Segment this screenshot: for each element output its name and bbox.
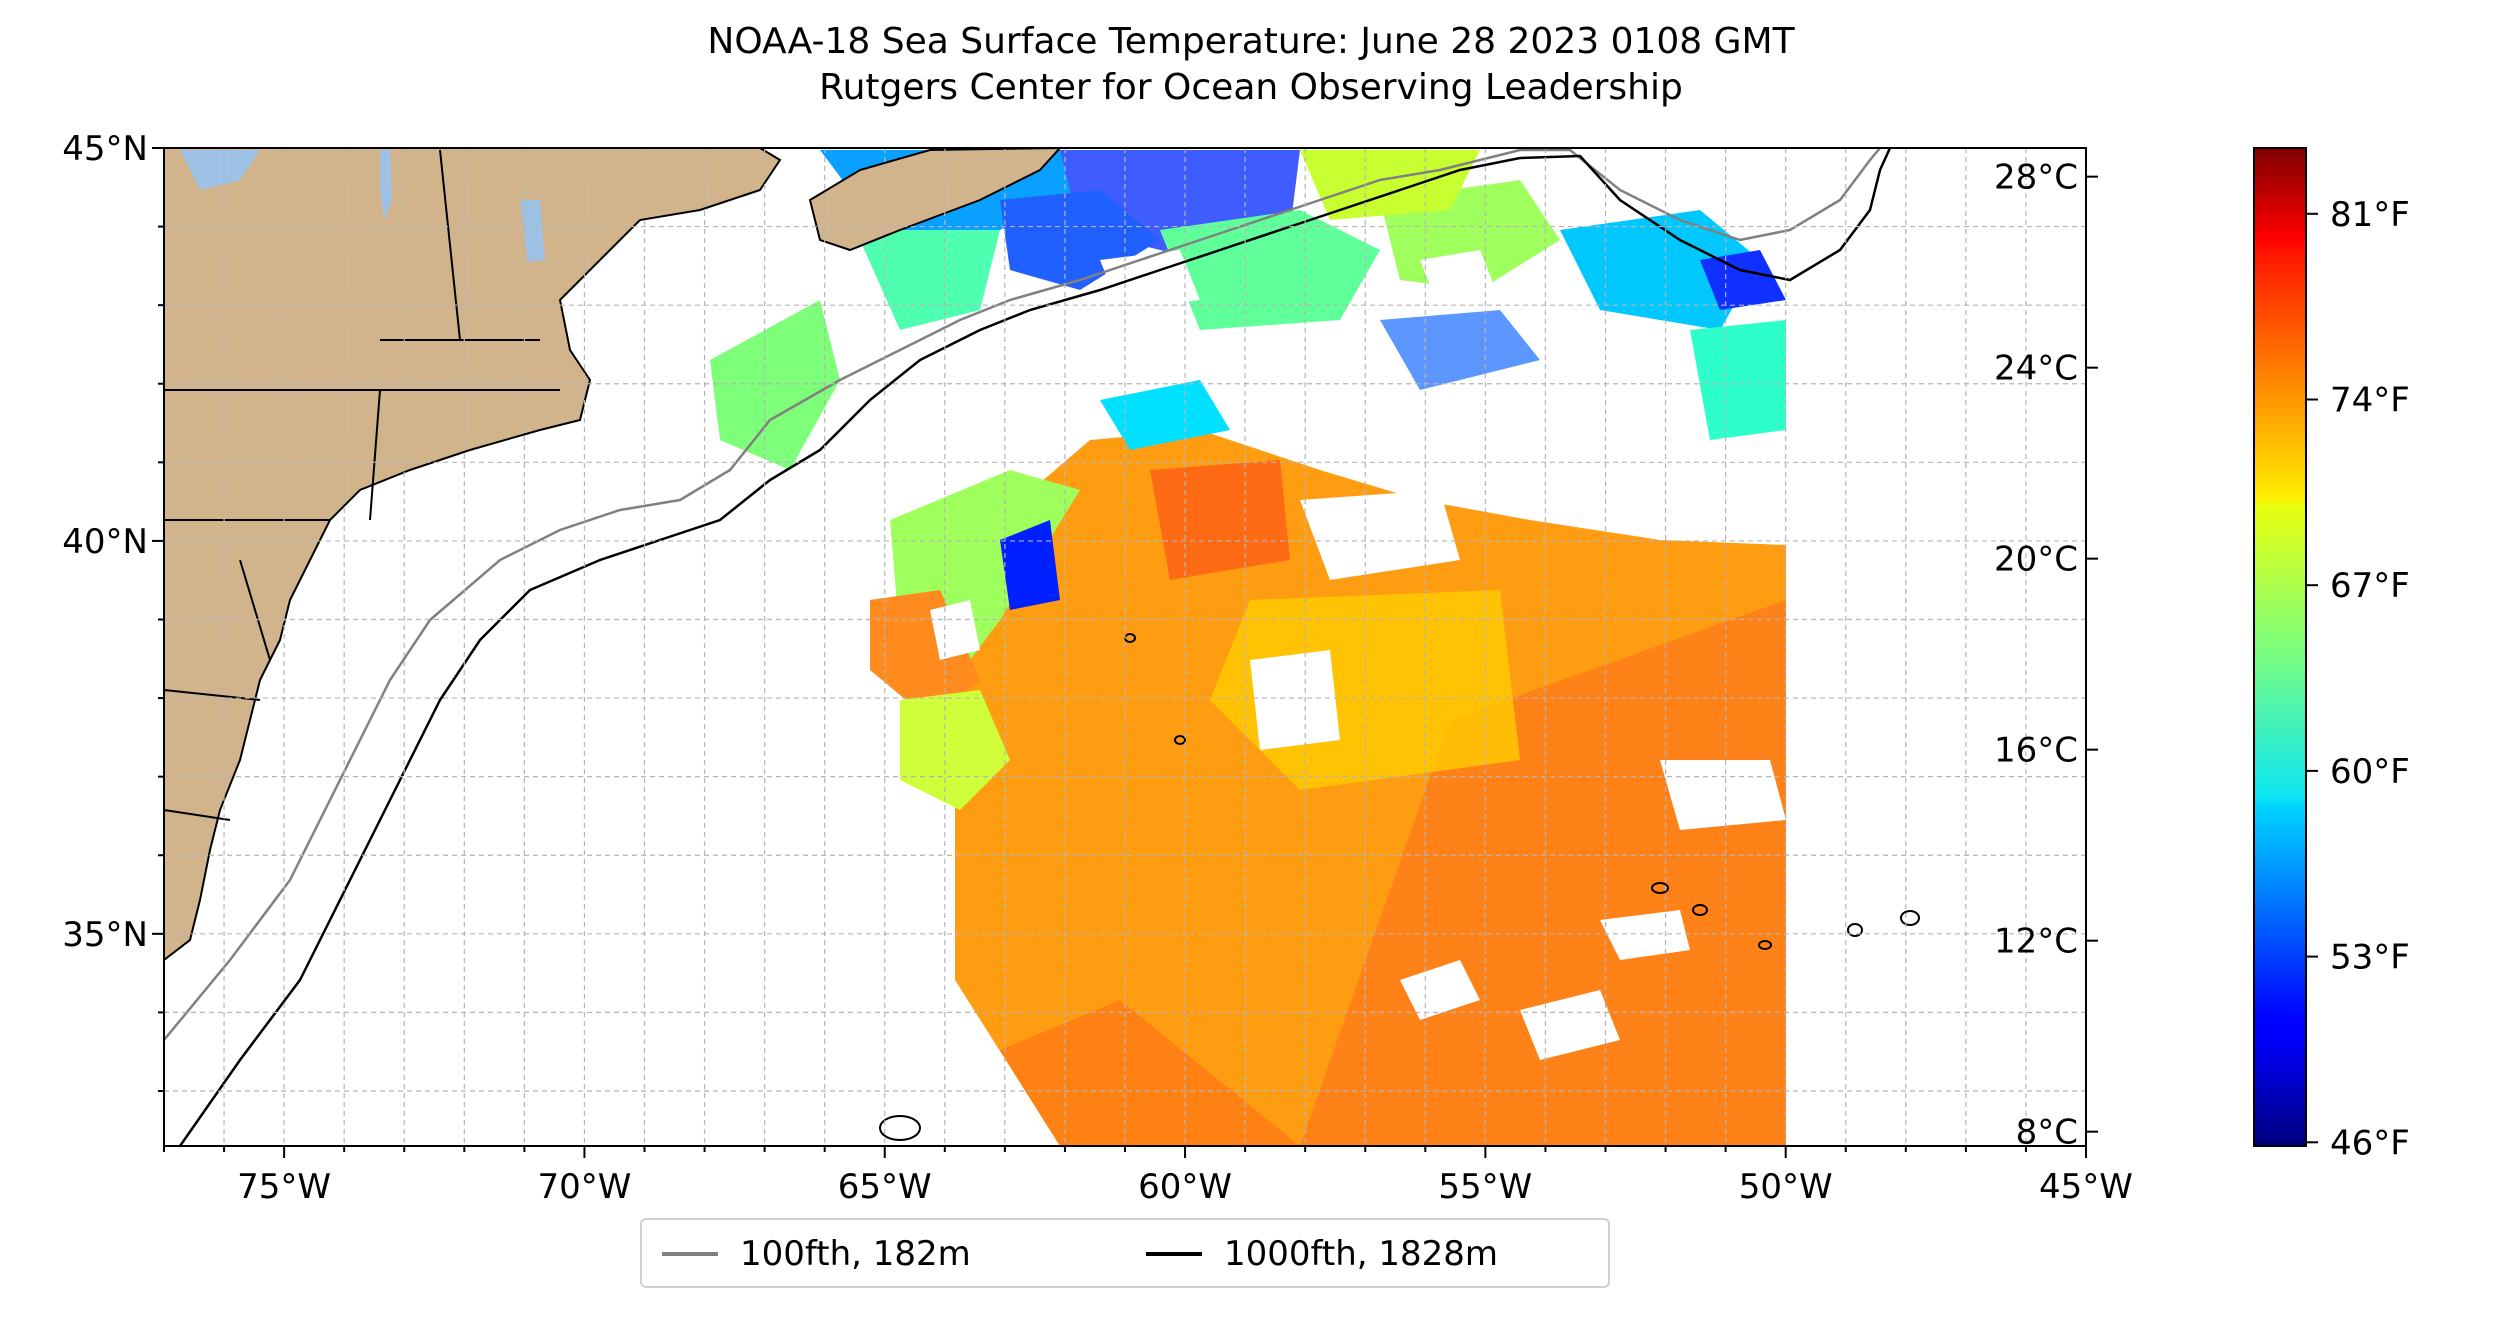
longitude-axis: 75°W 70°W 65°W 60°W 55°W 50°W 45°W bbox=[163, 1146, 2133, 1207]
fahrenheit-label: 67°F bbox=[2330, 566, 2410, 606]
colorbar bbox=[2253, 147, 2307, 1147]
fahrenheit-label: 53°F bbox=[2330, 938, 2410, 978]
contour-100fth bbox=[164, 148, 1881, 1041]
latitude-label: 45°N bbox=[62, 129, 148, 169]
celsius-label: 20°C bbox=[1994, 540, 2078, 580]
celsius-label: 24°C bbox=[1994, 349, 2078, 389]
fahrenheit-label: 60°F bbox=[2330, 752, 2410, 792]
contour-1000fth bbox=[178, 148, 1892, 1146]
legend-label-100fth: 100fth, 182m bbox=[740, 1234, 971, 1274]
lakes bbox=[180, 150, 545, 262]
fahrenheit-label: 74°F bbox=[2330, 380, 2410, 420]
seamounts bbox=[879, 633, 1920, 1141]
celsius-label: 28°C bbox=[1994, 158, 2078, 198]
fahrenheit-label: 46°F bbox=[2330, 1123, 2410, 1163]
map-subtitle: Rutgers Center for Ocean Observing Leade… bbox=[819, 67, 1683, 108]
longitude-label: 70°W bbox=[537, 1167, 631, 1207]
longitude-label: 50°W bbox=[1739, 1167, 1833, 1207]
latitude-axis: 45°N 40°N 35°N bbox=[62, 129, 164, 1092]
longitude-label: 55°W bbox=[1438, 1167, 1532, 1207]
legend-label-1000fth: 1000fth, 1828m bbox=[1224, 1234, 1499, 1274]
legend-item-100fth: 100fth, 182m bbox=[662, 1232, 971, 1276]
map-area bbox=[164, 148, 2086, 1146]
legend-line-1000fth bbox=[1146, 1252, 1202, 1256]
celsius-label: 8°C bbox=[2016, 1113, 2078, 1153]
fahrenheit-label: 81°F bbox=[2330, 195, 2410, 235]
map-grid bbox=[164, 148, 2086, 1146]
celsius-label: 12°C bbox=[1994, 922, 2078, 962]
longitude-label: 60°W bbox=[1138, 1167, 1232, 1207]
celsius-label: 16°C bbox=[1994, 731, 2078, 771]
latitude-label: 35°N bbox=[62, 915, 148, 955]
legend-item-1000fth: 1000fth, 1828m bbox=[1146, 1232, 1498, 1276]
colorbar-fahrenheit-axis: 81°F 74°F 67°F 60°F 53°F 46°F bbox=[2306, 195, 2410, 1163]
legend: 100fth, 182m 1000fth, 1828m bbox=[640, 1218, 1610, 1288]
longitude-label: 75°W bbox=[237, 1167, 331, 1207]
latitude-label: 40°N bbox=[62, 522, 148, 562]
state-borders bbox=[164, 149, 560, 821]
legend-line-100fth bbox=[662, 1252, 718, 1256]
land-nova-scotia bbox=[808, 148, 1062, 252]
map-title: NOAA-18 Sea Surface Temperature: June 28… bbox=[707, 21, 1795, 62]
land-north-america bbox=[164, 148, 782, 962]
longitude-label: 65°W bbox=[838, 1167, 932, 1207]
colorbar-celsius-axis: 28°C 24°C 20°C 16°C 12°C 8°C bbox=[1994, 158, 2098, 1153]
longitude-label: 45°W bbox=[2039, 1167, 2133, 1207]
